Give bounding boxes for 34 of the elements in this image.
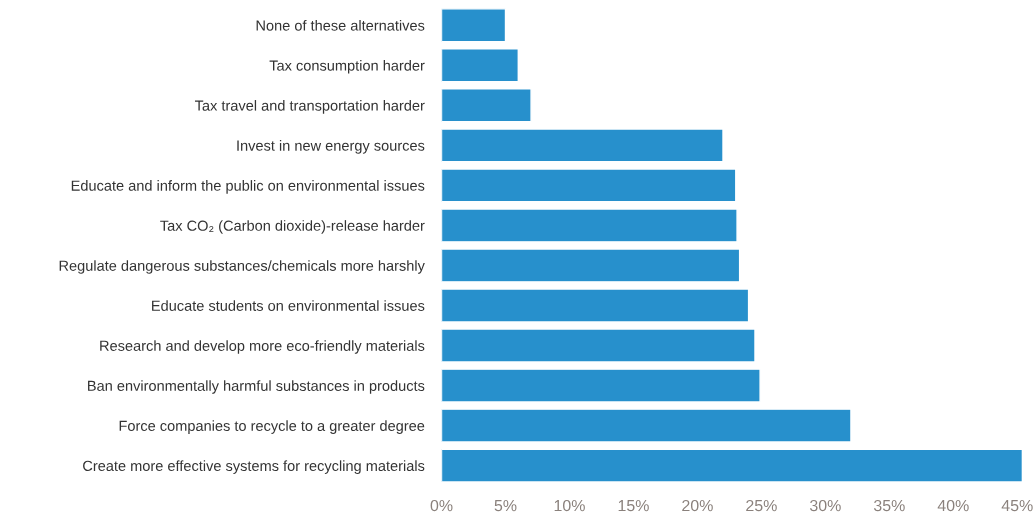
- y-tick-label: Invest in new energy sources: [237, 140, 425, 154]
- bar: [441, 48, 519, 83]
- y-tick-label: Educate and inform the public on environmental issues: [71, 180, 425, 194]
- y-tick-label: Tax travel and transportation harder: [194, 100, 425, 114]
- bar: [441, 88, 532, 123]
- y-tick-label: None of these alternatives: [256, 19, 425, 31]
- x-tick-label: 25%: [746, 499, 777, 512]
- y-tick-label: Regulate dangerous substances/chemicals more harshly: [59, 260, 425, 274]
- bar: [441, 208, 738, 243]
- y-tick-label: Research and develop more eco-friendly materials: [100, 340, 425, 354]
- y-tick-label: Tax consumption harder: [269, 60, 425, 74]
- x-tick-label: 5%: [494, 500, 517, 512]
- y-tick-label: Tax CO₂ (Carbon dioxide)-release harder: [160, 220, 425, 234]
- y-tick-label: Force companies to recycle to a greater degree: [119, 420, 425, 434]
- x-tick-label: 30%: [809, 499, 841, 512]
- x-tick-label: 45%: [1001, 500, 1033, 512]
- bar: [441, 248, 741, 283]
- x-tick-label: 40%: [937, 499, 969, 512]
- y-tick-label: Create more effective systems for recycling materials: [83, 460, 425, 474]
- bar: [441, 328, 756, 363]
- bar: [441, 168, 737, 203]
- bar: [441, 288, 750, 323]
- bar: [441, 408, 852, 443]
- x-tick-label: 35%: [873, 499, 905, 512]
- x-tick-label: 0%: [430, 499, 453, 512]
- x-tick-label: 20%: [682, 499, 713, 512]
- y-tick-label: Ban environmentally harmful substances in products: [88, 380, 425, 394]
- bar: [441, 448, 1024, 483]
- bar: [441, 128, 724, 163]
- bar: [441, 8, 507, 43]
- x-tick-label: 15%: [618, 500, 649, 512]
- x-tick-label: 10%: [554, 499, 585, 512]
- y-tick-label: Educate students on environmental issues: [152, 300, 425, 311]
- bar: [441, 368, 761, 403]
